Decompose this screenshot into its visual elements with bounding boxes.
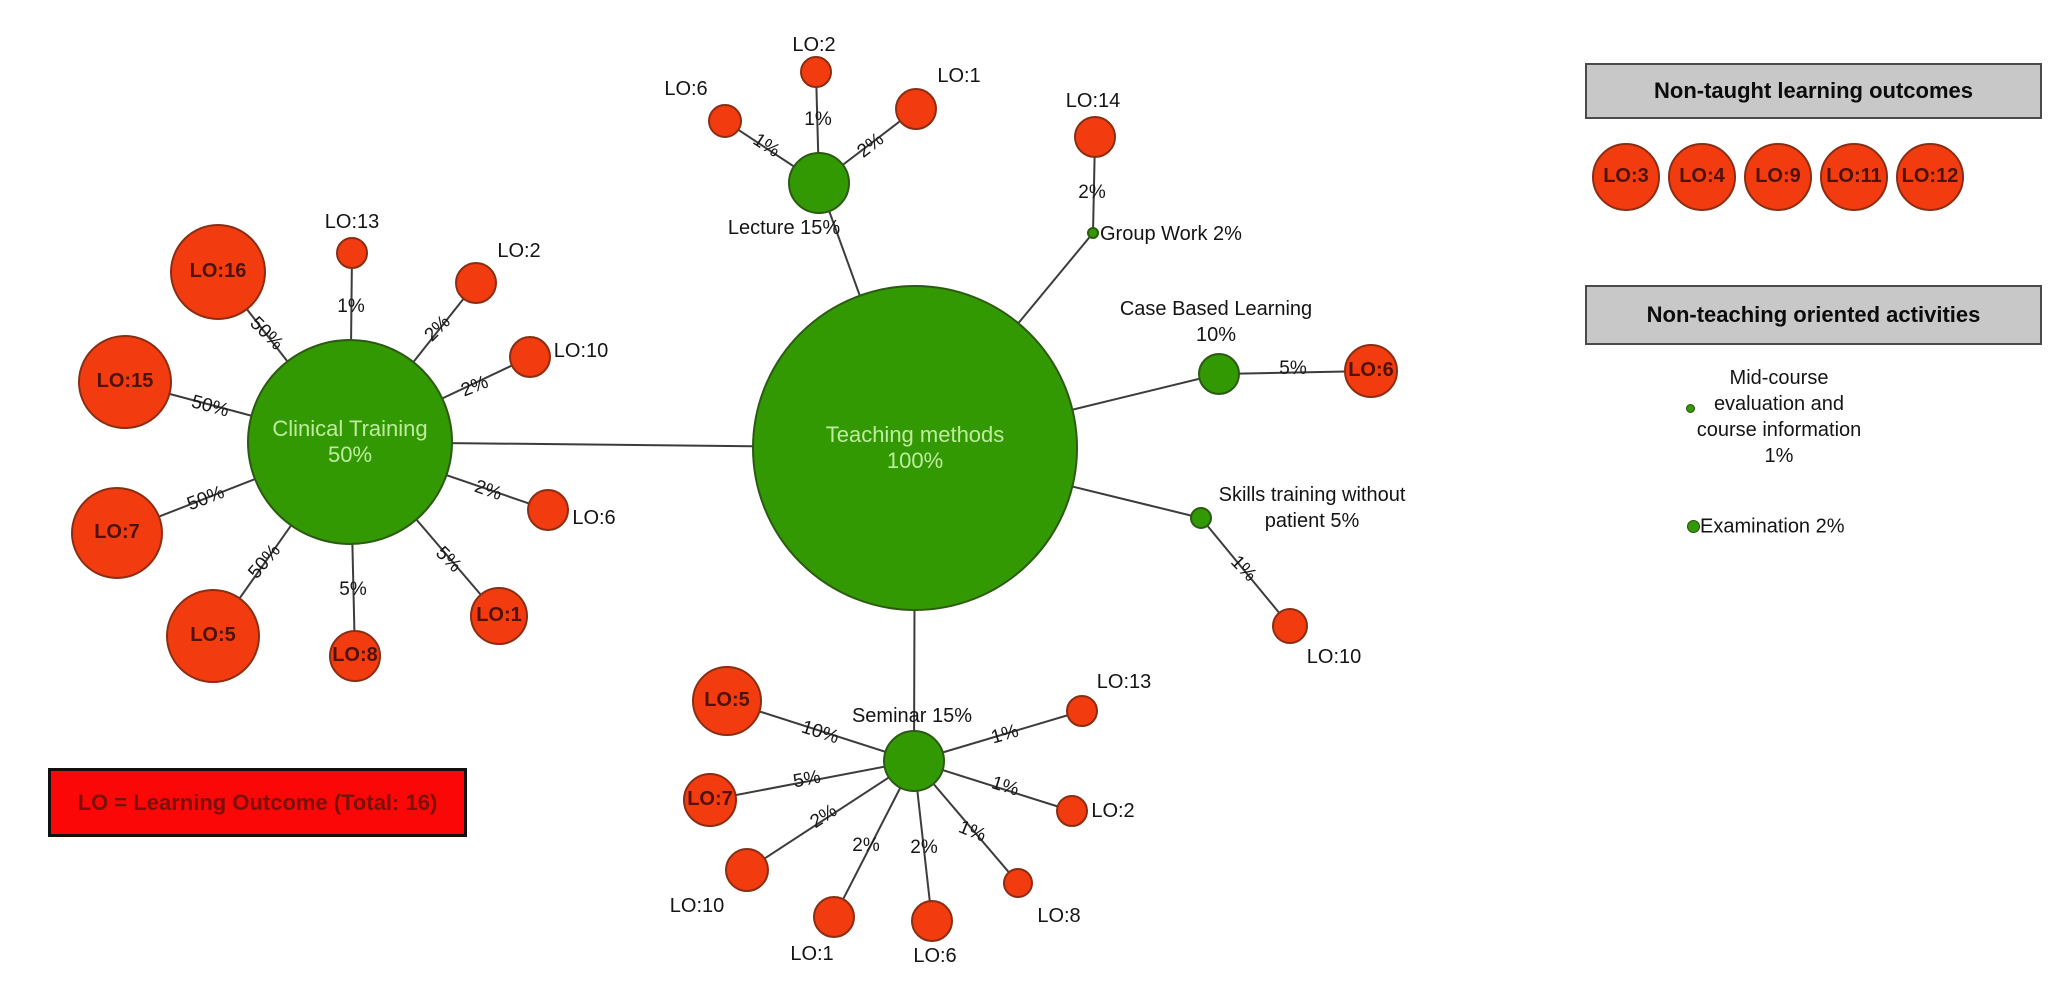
node-sem_lo7: LO:7 bbox=[683, 773, 737, 827]
edge-seminar-sem_lo7 bbox=[709, 760, 915, 801]
edge-label-ct-ct_lo8: 5% bbox=[339, 579, 367, 600]
midcourse-dot-icon bbox=[1686, 404, 1695, 413]
node-ct_lo1: LO:1 bbox=[470, 587, 528, 645]
node-ct_lo6 bbox=[527, 489, 569, 531]
sem_lo8-label: LO:8 bbox=[1037, 905, 1081, 927]
non-taught-circle-label-4: LO:11 bbox=[1826, 165, 1882, 188]
node-ct_lo13 bbox=[336, 237, 368, 269]
node-ct_lo16: LO:16 bbox=[170, 224, 266, 320]
edge-seminar-sem_lo10 bbox=[746, 760, 915, 871]
node-lec_lo6 bbox=[708, 104, 742, 138]
ct-label: Clinical Training 50% bbox=[272, 416, 428, 467]
non-taught-circle-3: LO:9 bbox=[1744, 143, 1812, 211]
tm-label: Teaching methods 100% bbox=[825, 422, 1005, 473]
node-ct_lo8: LO:8 bbox=[329, 630, 381, 682]
non-taught-circle-2: LO:4 bbox=[1668, 143, 1736, 211]
node-ct_lo7: LO:7 bbox=[71, 487, 163, 579]
ct_lo15-label: LO:15 bbox=[96, 370, 154, 393]
gw_lo14-label: LO:14 bbox=[1065, 90, 1121, 112]
sem_lo7-label: LO:7 bbox=[687, 788, 733, 811]
skills-label: Skills training without patient 5% bbox=[1218, 484, 1406, 532]
node-ct_lo10 bbox=[509, 336, 551, 378]
non-taught-circle-label-3: LO:9 bbox=[1755, 165, 1801, 188]
edge-label-seminar-sem_lo1: 2% bbox=[852, 835, 880, 856]
examination-dot-icon bbox=[1687, 520, 1700, 533]
node-cbl_lo6: LO:6 bbox=[1344, 344, 1398, 398]
st_lo10-label: LO:10 bbox=[1306, 646, 1362, 668]
cbl_lo6-label: LO:6 bbox=[1348, 359, 1394, 382]
node-ct_lo5: LO:5 bbox=[166, 589, 260, 683]
node-lec_lo1 bbox=[895, 88, 937, 130]
midcourse-evaluation-label: Mid-course evaluation and course informa… bbox=[1696, 367, 1862, 467]
non-taught-outcomes-header: Non-taught learning outcomes bbox=[1585, 63, 2042, 119]
non-taught-circle-4: LO:11 bbox=[1820, 143, 1888, 211]
non-taught-circle-1: LO:3 bbox=[1592, 143, 1660, 211]
node-sem_lo6 bbox=[911, 900, 953, 942]
node-sem_lo8 bbox=[1003, 868, 1033, 898]
node-sem_lo5: LO:5 bbox=[692, 666, 762, 736]
non-taught-circle-label-5: LO:12 bbox=[1901, 165, 1959, 188]
ct_lo5-label: LO:5 bbox=[190, 624, 236, 647]
ct_lo8-label: LO:8 bbox=[332, 644, 378, 667]
node-sem_lo1 bbox=[813, 896, 855, 938]
ct_lo13-label: LO:13 bbox=[324, 211, 380, 233]
sem_lo6-label: LO:6 bbox=[913, 945, 957, 967]
ct_lo1-label: LO:1 bbox=[476, 604, 522, 627]
node-sem_lo13 bbox=[1066, 695, 1098, 727]
seminar-label: Seminar 15% bbox=[851, 705, 973, 727]
lec_lo6-label: LO:6 bbox=[664, 78, 708, 100]
edge-skills-st_lo10 bbox=[1200, 517, 1291, 627]
node-lec_lo2 bbox=[800, 56, 832, 88]
ct_lo10-label: LO:10 bbox=[553, 340, 609, 362]
edge-label-cbl-cbl_lo6: 5% bbox=[1279, 358, 1307, 379]
non-taught-outcomes-circles: LO:3 LO:4 LO:9 LO:11 LO:12 bbox=[1592, 143, 1964, 211]
cbl-label: Case Based Learning 10% bbox=[1119, 298, 1313, 346]
groupwork-label: Group Work 2% bbox=[1100, 223, 1242, 245]
ct_lo16-label: LO:16 bbox=[189, 260, 247, 283]
sem_lo1-label: LO:1 bbox=[790, 943, 834, 965]
node-ct: Clinical Training 50% bbox=[247, 339, 453, 545]
non-taught-circle-5: LO:12 bbox=[1896, 143, 1964, 211]
non-taught-circle-label-2: LO:4 bbox=[1679, 165, 1725, 188]
node-cbl bbox=[1198, 353, 1240, 395]
lec_lo2-label: LO:2 bbox=[792, 34, 836, 56]
sem_lo10-label: LO:10 bbox=[669, 895, 725, 917]
node-ct_lo15: LO:15 bbox=[78, 335, 172, 429]
ct_lo6-label: LO:6 bbox=[572, 507, 616, 529]
edge-label-seminar-sem_lo6: 2% bbox=[910, 837, 938, 858]
ct_lo7-label: LO:7 bbox=[94, 521, 140, 544]
node-lecture bbox=[788, 152, 850, 214]
node-tm: Teaching methods 100% bbox=[752, 285, 1078, 611]
examination-label: Examination 2% bbox=[1700, 515, 1845, 538]
node-groupwork bbox=[1087, 227, 1099, 239]
lec_lo1-label: LO:1 bbox=[937, 65, 981, 87]
sem_lo13-label: LO:13 bbox=[1096, 671, 1152, 693]
non-teaching-activities-header: Non-teaching oriented activities bbox=[1585, 285, 2042, 345]
lecture-label: Lecture 15% bbox=[727, 217, 841, 239]
node-skills bbox=[1190, 507, 1212, 529]
edge-label-groupwork-gw_lo14: 2% bbox=[1078, 182, 1106, 203]
node-sem_lo10 bbox=[725, 848, 769, 892]
ct_lo2-label: LO:2 bbox=[497, 240, 541, 262]
node-st_lo10 bbox=[1272, 608, 1308, 644]
node-gw_lo14 bbox=[1074, 116, 1116, 158]
edge-label-ct-ct_lo13: 1% bbox=[337, 296, 365, 317]
node-sem_lo2 bbox=[1056, 795, 1088, 827]
node-seminar bbox=[883, 730, 945, 792]
edge-label-lecture-lec_lo2: 1% bbox=[804, 109, 832, 130]
non-taught-circle-label-1: LO:3 bbox=[1603, 165, 1649, 188]
node-ct_lo2 bbox=[455, 262, 497, 304]
sem_lo2-label: LO:2 bbox=[1091, 800, 1135, 822]
sem_lo5-label: LO:5 bbox=[704, 689, 750, 712]
legend-box: LO = Learning Outcome (Total: 16) bbox=[48, 768, 467, 837]
